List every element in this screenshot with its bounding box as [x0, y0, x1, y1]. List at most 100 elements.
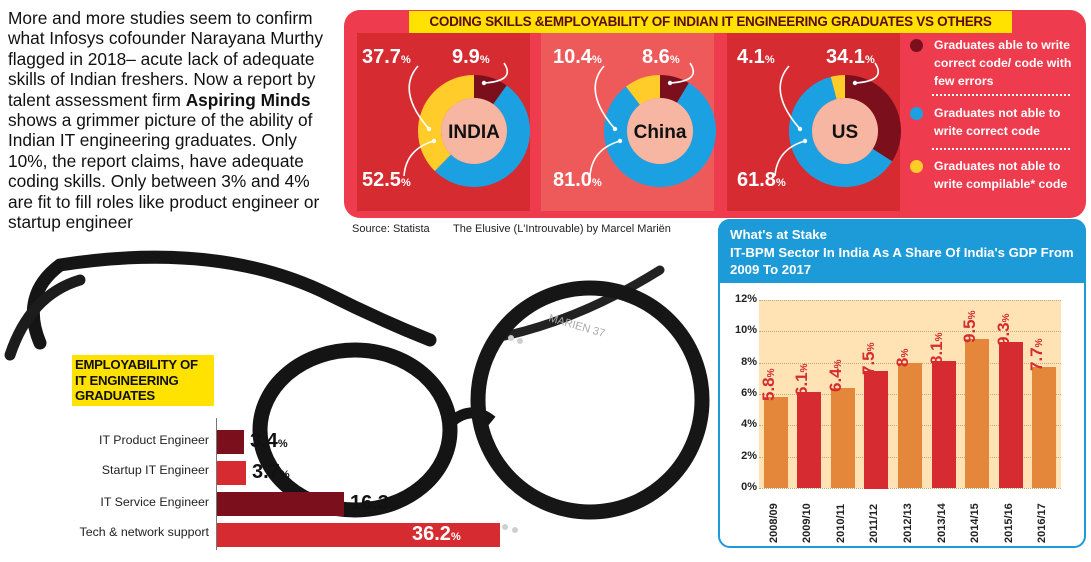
- gdp-title-line: What's at Stake: [730, 227, 827, 242]
- connector-dot: [667, 80, 673, 86]
- connector-dot: [431, 138, 437, 144]
- emp-value-product: 3.4%: [250, 430, 288, 452]
- donut-country-label: INDIA: [448, 122, 500, 143]
- china-blue-label: 81.0%: [553, 169, 602, 191]
- us-yellow-label: 4.1%: [737, 46, 775, 68]
- gdp-xtick: 2012/13: [902, 503, 914, 543]
- gdp-ytick: 6%: [741, 387, 757, 399]
- connector-dot: [852, 80, 858, 86]
- gdp-value-label: 8%: [893, 348, 912, 367]
- connector-line: [669, 62, 695, 84]
- intro-paragraph: More and more studies seem to confirm wh…: [8, 8, 333, 232]
- connector-line: [589, 140, 621, 177]
- gdp-xtick: 2013/14: [936, 503, 948, 543]
- emp-label-support: Tech & network support: [79, 525, 209, 539]
- emp-value-startup: 3.7%: [252, 461, 290, 483]
- connector-line: [403, 140, 435, 177]
- donut-slice-china-not-correct: [604, 82, 716, 188]
- gdp-bar-2012-13: [898, 363, 922, 488]
- image-caption: The Elusive (L'Introuvable) by Marcel Ma…: [453, 223, 671, 235]
- gdp-value-label: 9.3%: [994, 313, 1013, 346]
- gdp-gridline: [759, 300, 1061, 301]
- china-yellow-label: 10.4%: [553, 46, 602, 68]
- legend-item-not-correct: Graduates not able to write correct code: [910, 104, 1080, 144]
- connector-line: [594, 65, 616, 130]
- emp-bar-service: [217, 492, 344, 516]
- employability-axis: [216, 418, 217, 550]
- gdp-xtick: 2015/16: [1003, 503, 1015, 543]
- glasses-illustration: MARIEN 37: [4, 250, 710, 533]
- legend-divider: [932, 94, 1070, 96]
- gdp-gridline: [759, 488, 1061, 489]
- connector-dot: [426, 126, 432, 132]
- gdp-ytick: 2%: [741, 450, 757, 462]
- connector-line: [774, 140, 806, 177]
- donut-country-label: US: [832, 122, 858, 143]
- emp-label-startup: Startup IT Engineer: [101, 463, 209, 477]
- intro-text-end: shows a grimmer picture of the ability o…: [8, 110, 320, 233]
- gdp-ytick: 12%: [734, 293, 757, 305]
- gdp-ytick: 10%: [734, 324, 757, 336]
- emp-label-service: IT Service Engineer: [100, 495, 209, 509]
- emp-bar-startup: [217, 461, 246, 485]
- legend-item-not-compilable: Graduates not able to write compilable* …: [910, 157, 1080, 211]
- donut-slice-india-not-compilable: [418, 75, 474, 171]
- gdp-value-label: 8.1%: [927, 332, 946, 365]
- connector-line: [408, 65, 430, 130]
- gdp-subtitle: IT-BPM Sector In India As A Share Of Ind…: [730, 244, 1074, 278]
- connector-dot: [617, 138, 623, 144]
- gdp-value-label: 5.8%: [759, 368, 778, 401]
- legend-divider: [932, 148, 1070, 150]
- gdp-bar-2010-11: [831, 388, 855, 488]
- connector-line: [854, 62, 880, 84]
- china-darkred-label: 8.6%: [642, 46, 680, 68]
- coding-skills-title: CODING SKILLS &EMPLOYABILITY OF INDIAN I…: [409, 11, 1012, 33]
- dark-red-dot-icon: [910, 39, 923, 52]
- intro-bold: Aspiring Minds: [185, 89, 311, 110]
- gdp-gridline: [759, 331, 1061, 332]
- us-darkred-label: 34.1%: [826, 46, 875, 68]
- gdp-value-label: 6.4%: [826, 359, 845, 392]
- gdp-xtick: 2014/15: [969, 503, 981, 543]
- gdp-value-label: 6.1%: [792, 363, 811, 396]
- intro-text: More and more studies seem to confirm wh…: [8, 8, 324, 110]
- emp-label-product: IT Product Engineer: [99, 433, 209, 447]
- emp-value-support: 36.2%: [412, 523, 461, 545]
- connector-dot: [797, 126, 803, 132]
- us-blue-label: 61.8%: [737, 169, 786, 191]
- blue-dot-icon: [910, 107, 923, 120]
- gdp-ytick: 0%: [741, 481, 757, 493]
- gdp-value-label: 9.5%: [960, 310, 979, 343]
- gdp-value-label: 7.5%: [859, 342, 878, 375]
- emp-bar-product: [217, 430, 244, 454]
- donut-country-label: China: [634, 122, 687, 143]
- donut-center-china: [627, 98, 693, 164]
- india-darkred-label: 9.9%: [452, 46, 490, 68]
- gdp-bar-2015-16: [999, 342, 1023, 488]
- gdp-ytick: 4%: [741, 418, 757, 430]
- gdp-chart-title: What's at Stake IT-BPM Sector In India As…: [730, 226, 1080, 279]
- gdp-value-label: 7.7%: [1027, 338, 1046, 371]
- gdp-xtick: 2009/10: [801, 503, 813, 543]
- india-yellow-label: 37.7%: [362, 46, 411, 68]
- emp-value-service: 16.3%: [350, 492, 399, 514]
- employability-title: EMPLOYABILITY OF IT ENGINEERING GRADUATE…: [72, 355, 214, 406]
- legend-item-correct: Graduates able to write correct code/ co…: [910, 36, 1080, 90]
- emp-bar-support: [217, 523, 500, 547]
- source-note: Source: Statista: [352, 223, 430, 235]
- donut-center-us: [812, 98, 878, 164]
- gdp-bar-2013-14: [932, 361, 956, 488]
- gdp-bar-2014-15: [965, 339, 989, 488]
- connector-line: [483, 62, 509, 84]
- gdp-ytick: 8%: [741, 356, 757, 368]
- donut-center-india: [441, 98, 507, 164]
- gdp-bar-2016-17: [1032, 367, 1056, 488]
- gdp-bar-2011-12: [864, 371, 888, 489]
- connector-dot: [802, 138, 808, 144]
- connector-dot: [612, 126, 618, 132]
- coding-legend: Graduates able to write correct code/ co…: [904, 33, 1082, 211]
- connector-dot: [481, 80, 487, 86]
- gdp-chart-header: [718, 219, 1086, 283]
- gdp-bar-2009-10: [797, 392, 821, 488]
